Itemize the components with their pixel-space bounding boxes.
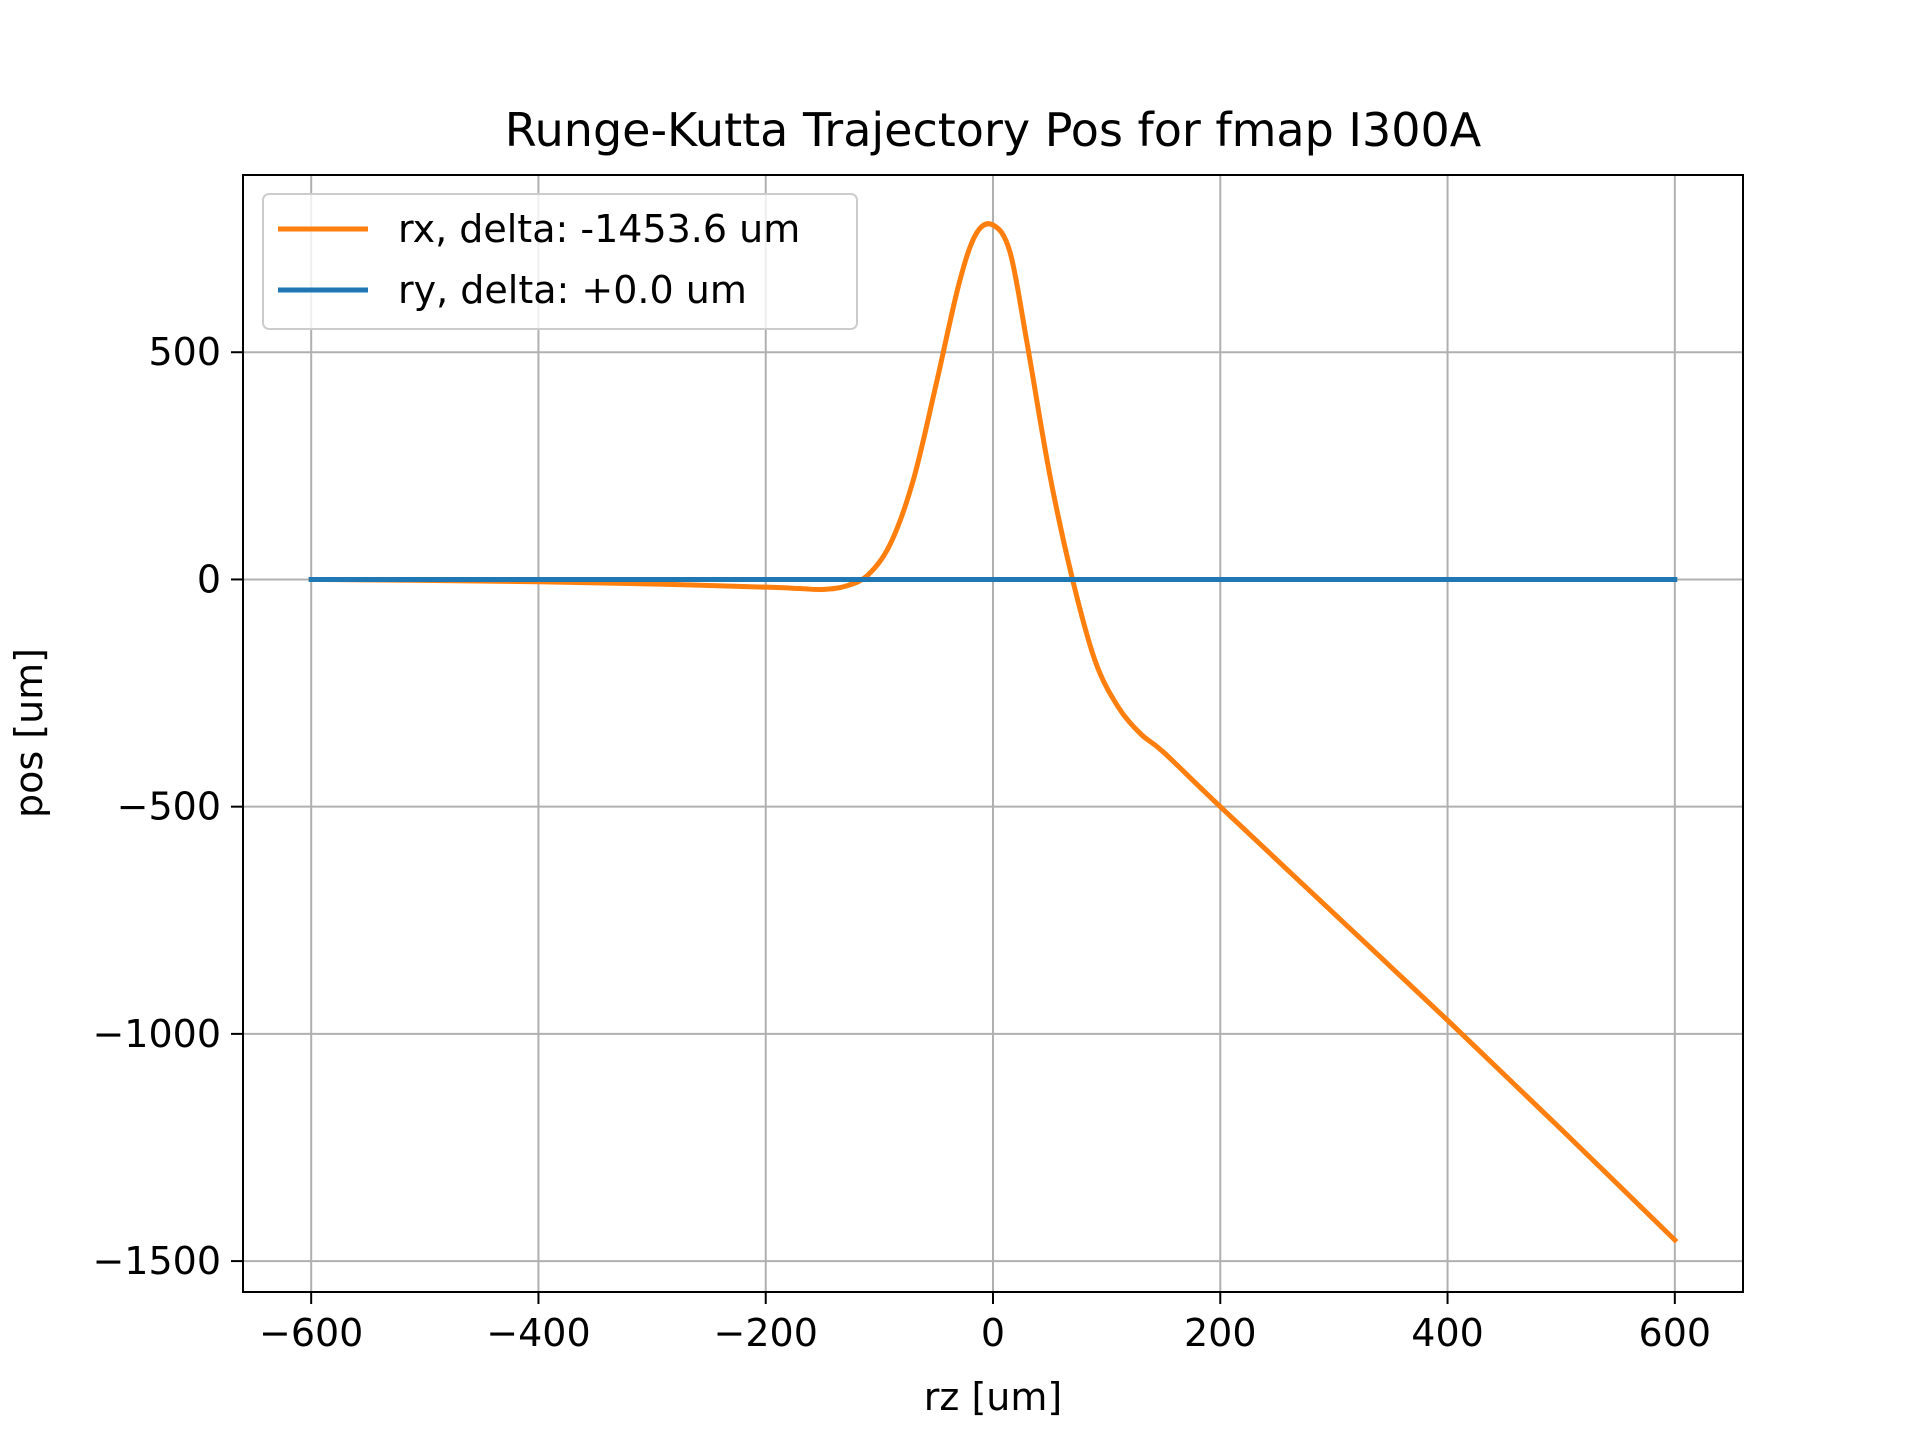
y-tick-label: 0 bbox=[197, 557, 221, 601]
y-tick-label: −1000 bbox=[92, 1012, 221, 1056]
x-tick-label: −600 bbox=[259, 1311, 363, 1355]
x-tick-label: 0 bbox=[981, 1311, 1005, 1355]
legend-label-rx: rx, delta: -1453.6 um bbox=[398, 207, 800, 251]
legend: rx, delta: -1453.6 um ry, delta: +0.0 um bbox=[262, 193, 858, 330]
x-tick-label: 400 bbox=[1411, 1311, 1484, 1355]
y-axis-ticks: −1500 −1000 −500 0 500 bbox=[92, 330, 243, 1283]
y-axis-label: pos [um] bbox=[7, 648, 51, 818]
y-tick-label: 500 bbox=[148, 330, 221, 374]
series-line-rx bbox=[308, 221, 1679, 1244]
x-tick-label: −400 bbox=[486, 1311, 590, 1355]
x-tick-label: 200 bbox=[1184, 1311, 1257, 1355]
plot-area: −600 −400 −200 0 200 400 600 −1500 −1000 −500 0 50… bbox=[92, 174, 1744, 1355]
chart-title: Runge-Kutta Trajectory Pos for fmap I300… bbox=[505, 103, 1482, 157]
x-tick-label: 600 bbox=[1639, 1311, 1712, 1355]
y-tick-label: −1500 bbox=[92, 1239, 221, 1283]
legend-label-ry: ry, delta: +0.0 um bbox=[398, 268, 747, 312]
legend-box bbox=[262, 193, 858, 330]
x-axis-ticks: −600 −400 −200 0 200 400 600 bbox=[259, 1292, 1711, 1355]
x-axis-label: rz [um] bbox=[924, 1375, 1062, 1419]
series-lines bbox=[308, 221, 1679, 1244]
y-tick-label: −500 bbox=[117, 785, 221, 829]
x-tick-label: −200 bbox=[714, 1311, 818, 1355]
